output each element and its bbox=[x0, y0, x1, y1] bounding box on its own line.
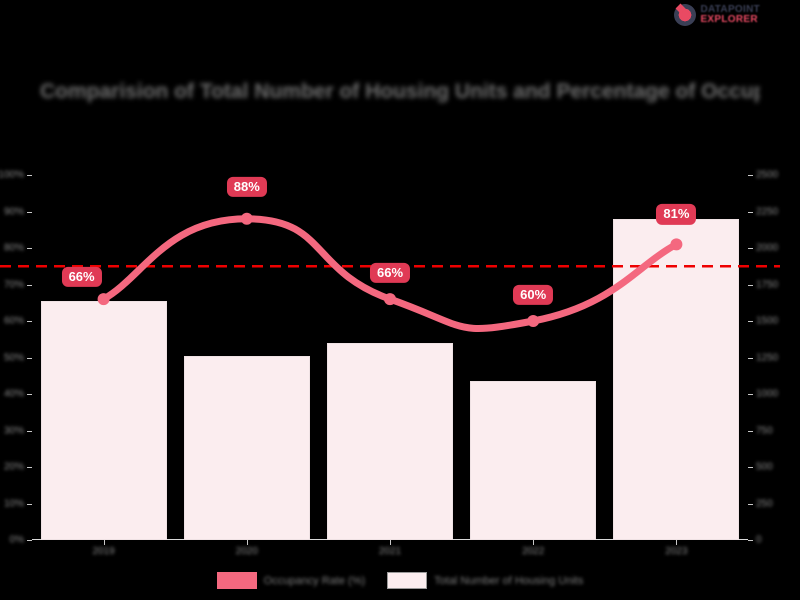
x-axis-tick-2020 bbox=[246, 540, 248, 545]
y2-axis-tick-8 bbox=[748, 467, 753, 468]
y2-axis-label-4: 1500 bbox=[756, 315, 779, 327]
y-axis-tick-8 bbox=[27, 467, 32, 468]
legend-label-bar: Total Number of Housing Units bbox=[434, 574, 584, 587]
legend-item-bar[interactable]: Total Number of Housing Units bbox=[387, 572, 583, 589]
legend-label-line: Occupancy Rate (%) bbox=[263, 574, 366, 587]
y-axis-tick-6 bbox=[27, 394, 32, 395]
y2-axis-tick-4 bbox=[748, 321, 753, 322]
y-axis-tick-5 bbox=[27, 357, 32, 359]
y-axis-tick-0 bbox=[27, 175, 32, 176]
brand-logo: DATAPOINT EXPLORER bbox=[674, 4, 760, 26]
line-marker-2020 bbox=[240, 212, 253, 225]
logo-line-2: EXPLORER bbox=[700, 14, 758, 25]
y2-axis-label-10: 0 bbox=[756, 534, 762, 546]
data-label-2023: 81% bbox=[656, 204, 697, 225]
bar-2023 bbox=[613, 218, 740, 540]
logo-line-1: DATAPOINT bbox=[700, 3, 760, 15]
y-axis-label-9: 10% bbox=[3, 498, 24, 509]
y-axis-label-2: 80% bbox=[3, 242, 24, 254]
x-axis-tick-2021 bbox=[390, 540, 391, 545]
y-axis-label-7: 30% bbox=[3, 425, 24, 436]
x-axis-label-2022: 2022 bbox=[522, 546, 545, 557]
y-axis-label-10: 0% bbox=[9, 534, 24, 546]
y-axis-label-5: 50% bbox=[3, 352, 24, 363]
y2-axis-label-5: 1250 bbox=[756, 352, 779, 363]
y2-axis-label-2: 2000 bbox=[756, 242, 779, 254]
circular-logo-icon bbox=[674, 4, 697, 26]
x-axis-tick-2022 bbox=[533, 540, 535, 545]
chart-title: Comparision of Total Number of Housing U… bbox=[40, 80, 760, 103]
x-axis-label-2021: 2021 bbox=[378, 546, 402, 557]
x-axis-tick-2019 bbox=[103, 540, 105, 545]
data-label-2021: 66% bbox=[369, 262, 411, 284]
y2-axis-label-8: 500 bbox=[756, 461, 773, 473]
chart-legend: Occupancy Rate (%) Total Number of Housi… bbox=[0, 572, 800, 589]
legend-swatch-bar bbox=[387, 572, 428, 589]
y2-axis-tick-0 bbox=[748, 175, 753, 176]
x-axis-label-2023: 2023 bbox=[665, 546, 688, 557]
y-axis-tick-10 bbox=[27, 540, 32, 541]
legend-item-line[interactable]: Occupancy Rate (%) bbox=[216, 572, 366, 589]
legend-swatch-line bbox=[216, 572, 257, 589]
y-axis-tick-1 bbox=[27, 211, 32, 213]
y2-axis-label-0: 2500 bbox=[756, 169, 779, 181]
y2-axis-label-9: 250 bbox=[756, 498, 773, 509]
y2-axis-label-1: 2250 bbox=[756, 206, 779, 217]
y-axis-tick-7 bbox=[27, 430, 32, 432]
y2-axis-tick-7 bbox=[748, 430, 753, 432]
data-label-2020: 88% bbox=[226, 176, 267, 197]
x-axis-label-2019: 2019 bbox=[92, 546, 115, 557]
y-axis-label-8: 20% bbox=[3, 461, 24, 473]
bar-2021 bbox=[327, 342, 453, 540]
y2-axis-label-3: 1750 bbox=[756, 279, 779, 290]
bar-2022 bbox=[470, 380, 597, 540]
y-axis-label-3: 70% bbox=[3, 279, 24, 290]
y2-axis-tick-10 bbox=[748, 540, 753, 541]
y2-axis-tick-2 bbox=[748, 248, 753, 249]
y2-axis-tick-1 bbox=[748, 211, 753, 213]
y-axis-label-6: 40% bbox=[3, 388, 24, 400]
y2-axis-tick-6 bbox=[748, 394, 753, 395]
line-marker-2022 bbox=[527, 315, 540, 327]
y-axis-label-0: 100% bbox=[0, 169, 24, 181]
y-axis-tick-3 bbox=[27, 284, 32, 286]
y2-axis-label-6: 1000 bbox=[756, 388, 779, 400]
plot-area: 66% 88% 66% 60% 81% 100% 90% 80% 70% 60% 50% 40% 30… bbox=[0, 170, 780, 557]
bar-2020 bbox=[183, 356, 310, 540]
y2-axis-tick-3 bbox=[748, 284, 753, 286]
y-axis-tick-2 bbox=[27, 248, 32, 249]
logo-wordmark: DATAPOINT EXPLORER bbox=[700, 3, 760, 25]
y2-axis-tick-9 bbox=[748, 503, 753, 505]
y2-axis-label-7: 750 bbox=[756, 425, 773, 436]
x-axis-label-2020: 2020 bbox=[235, 546, 258, 557]
x-axis-tick-2023 bbox=[676, 540, 678, 545]
line-marker-2021 bbox=[384, 293, 396, 306]
bar-2019 bbox=[40, 300, 167, 540]
y-axis-label-1: 90% bbox=[3, 206, 24, 217]
y2-axis-tick-5 bbox=[748, 357, 753, 359]
data-label-2019: 66% bbox=[61, 266, 102, 288]
y-axis-tick-9 bbox=[27, 503, 32, 505]
y-axis-label-4: 60% bbox=[3, 315, 24, 327]
data-label-2022: 60% bbox=[513, 284, 554, 306]
y-axis-tick-4 bbox=[27, 321, 32, 322]
